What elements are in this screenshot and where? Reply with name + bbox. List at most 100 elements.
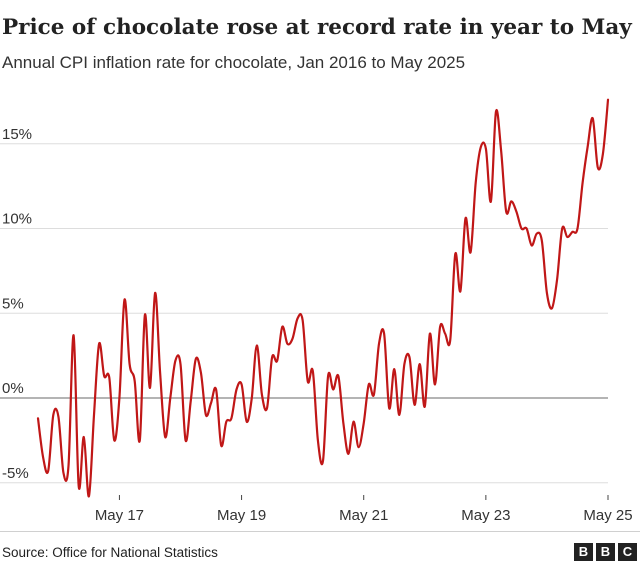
data-point xyxy=(93,414,95,416)
data-point xyxy=(368,383,370,385)
data-point xyxy=(500,149,502,151)
data-point xyxy=(363,422,365,424)
data-point xyxy=(383,333,385,335)
data-point xyxy=(67,465,69,467)
data-point xyxy=(358,446,360,448)
data-point xyxy=(449,339,451,341)
gridlines xyxy=(0,143,608,484)
data-point xyxy=(347,453,349,455)
bbc-logo-letter: C xyxy=(618,543,637,561)
footer-divider xyxy=(0,531,640,532)
data-point xyxy=(210,402,212,404)
data-point xyxy=(271,356,273,358)
data-point xyxy=(419,363,421,365)
data-point xyxy=(215,388,217,390)
series-layer xyxy=(36,98,610,498)
data-point xyxy=(592,117,594,119)
data-point xyxy=(154,292,156,294)
data-point xyxy=(297,317,299,319)
data-point xyxy=(113,439,115,441)
x-tick-label: May 17 xyxy=(95,507,144,524)
data-point xyxy=(505,211,507,213)
data-point xyxy=(495,110,497,112)
data-point xyxy=(118,397,120,399)
data-point xyxy=(144,314,146,316)
data-point xyxy=(62,472,64,474)
data-point xyxy=(139,439,141,441)
data-point xyxy=(169,397,171,399)
data-point xyxy=(551,307,553,309)
data-point xyxy=(261,394,263,396)
data-point xyxy=(225,421,227,423)
data-point xyxy=(526,227,528,229)
data-point xyxy=(200,372,202,374)
y-tick-label: 5% xyxy=(2,295,24,312)
data-point xyxy=(88,495,90,497)
y-axis-ticks: -5% 0% 5% 10% 15% xyxy=(2,126,32,482)
data-point xyxy=(470,251,472,253)
data-point xyxy=(444,333,446,335)
data-point xyxy=(251,397,253,399)
data-point xyxy=(352,421,354,423)
data-point xyxy=(536,233,538,235)
data-point xyxy=(83,436,85,438)
x-tick-label: May 19 xyxy=(217,507,266,524)
data-point xyxy=(129,363,131,365)
data-point xyxy=(582,182,584,184)
data-point xyxy=(37,417,39,419)
bbc-logo-letter: B xyxy=(596,543,615,561)
data-point xyxy=(566,236,568,238)
data-point xyxy=(393,368,395,370)
data-point xyxy=(571,231,573,233)
bbc-logo: B B C xyxy=(574,543,637,561)
data-point xyxy=(256,344,258,346)
data-point xyxy=(205,414,207,416)
data-point xyxy=(556,278,558,280)
data-point xyxy=(246,421,248,423)
data-point xyxy=(230,417,232,419)
data-point xyxy=(241,383,243,385)
data-point xyxy=(607,99,609,101)
data-point xyxy=(159,372,161,374)
data-point xyxy=(480,146,482,148)
data-point xyxy=(332,388,334,390)
data-point xyxy=(302,319,304,321)
data-point xyxy=(123,299,125,301)
data-point xyxy=(312,370,314,372)
data-point xyxy=(276,360,278,362)
data-point xyxy=(541,239,543,241)
data-point xyxy=(108,377,110,379)
data-point xyxy=(286,343,288,345)
data-point xyxy=(291,338,293,340)
data-point xyxy=(174,360,176,362)
data-point xyxy=(576,227,578,229)
x-tick-label: May 21 xyxy=(339,507,388,524)
data-point xyxy=(602,153,604,155)
data-point xyxy=(179,363,181,365)
y-tick-label: 10% xyxy=(2,211,32,228)
data-point xyxy=(103,375,105,377)
data-point xyxy=(307,380,309,382)
data-point xyxy=(561,227,563,229)
data-point xyxy=(475,182,477,184)
data-point xyxy=(429,333,431,335)
data-point xyxy=(587,146,589,148)
y-tick-label: 15% xyxy=(2,126,32,143)
data-point xyxy=(98,343,100,345)
data-point xyxy=(388,407,390,409)
data-point xyxy=(546,292,548,294)
data-point xyxy=(57,416,59,418)
data-point xyxy=(408,356,410,358)
data-point xyxy=(220,444,222,446)
data-point xyxy=(195,358,197,360)
data-point xyxy=(434,383,436,385)
x-axis-ticks: May 17 May 19 May 21 May 23 May 25 xyxy=(95,495,633,524)
chart-subtitle: Annual CPI inflation rate for chocolate,… xyxy=(2,53,466,72)
data-point xyxy=(185,439,187,441)
data-point xyxy=(52,414,54,416)
y-tick-label: 0% xyxy=(2,380,24,397)
data-point xyxy=(281,326,283,328)
data-point xyxy=(485,148,487,150)
data-point xyxy=(515,211,517,213)
